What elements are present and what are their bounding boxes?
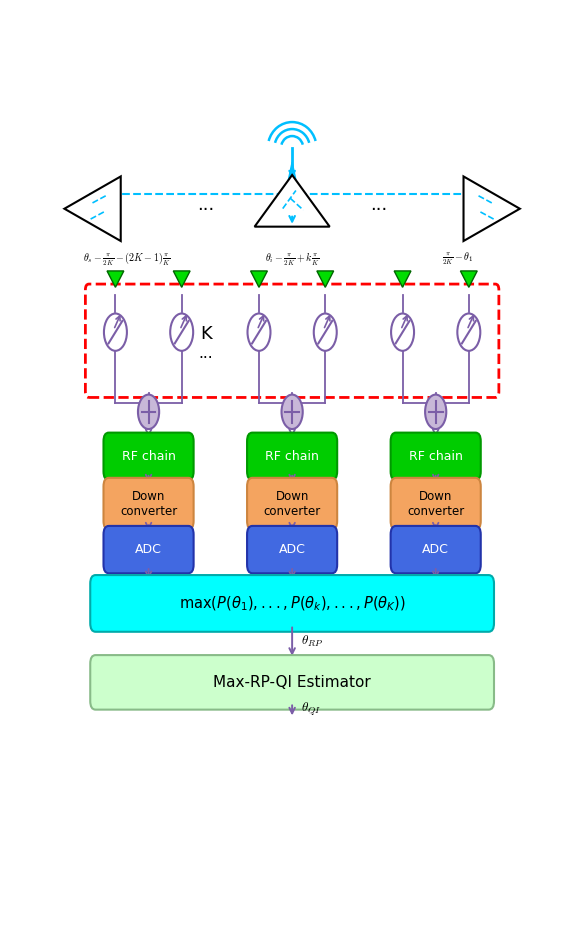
Circle shape bbox=[282, 394, 303, 429]
Text: $\theta_i-\frac{\pi}{2K}+k\frac{\pi}{K}$: $\theta_i-\frac{\pi}{2K}+k\frac{\pi}{K}$ bbox=[265, 250, 319, 267]
Text: $\theta_s-\frac{\pi}{2K}-(2K-1)\frac{\pi}{K}$: $\theta_s-\frac{\pi}{2K}-(2K-1)\frac{\pi… bbox=[83, 250, 170, 267]
Text: RF chain: RF chain bbox=[121, 450, 176, 463]
Text: ADC: ADC bbox=[422, 543, 449, 556]
Polygon shape bbox=[173, 271, 190, 287]
Circle shape bbox=[138, 394, 159, 429]
Text: K: K bbox=[200, 324, 212, 343]
Text: $\mathrm{max}(P(\theta_1),...,P(\theta_k),...,P(\theta_K))$: $\mathrm{max}(P(\theta_1),...,P(\theta_k… bbox=[178, 595, 406, 612]
FancyBboxPatch shape bbox=[247, 478, 337, 529]
Text: Down
converter: Down converter bbox=[120, 489, 177, 517]
Polygon shape bbox=[107, 271, 124, 287]
Circle shape bbox=[314, 313, 337, 350]
FancyBboxPatch shape bbox=[390, 478, 481, 529]
FancyBboxPatch shape bbox=[390, 526, 481, 573]
Text: RF chain: RF chain bbox=[409, 450, 463, 463]
FancyBboxPatch shape bbox=[104, 526, 194, 573]
FancyBboxPatch shape bbox=[90, 655, 494, 709]
Polygon shape bbox=[255, 175, 329, 226]
Circle shape bbox=[104, 313, 127, 350]
FancyBboxPatch shape bbox=[247, 526, 337, 573]
Text: ADC: ADC bbox=[279, 543, 306, 556]
Text: $\theta_{RP}$: $\theta_{RP}$ bbox=[301, 634, 323, 649]
Text: ...: ... bbox=[369, 196, 387, 214]
Text: Max-RP-QI Estimator: Max-RP-QI Estimator bbox=[213, 675, 371, 690]
Polygon shape bbox=[317, 271, 333, 287]
Text: ...: ... bbox=[197, 196, 215, 214]
FancyBboxPatch shape bbox=[90, 575, 494, 632]
Text: ADC: ADC bbox=[135, 543, 162, 556]
FancyBboxPatch shape bbox=[104, 478, 194, 529]
Polygon shape bbox=[287, 162, 298, 187]
Polygon shape bbox=[64, 176, 121, 241]
Circle shape bbox=[457, 313, 481, 350]
Polygon shape bbox=[461, 271, 477, 287]
Polygon shape bbox=[463, 176, 520, 241]
Circle shape bbox=[391, 313, 414, 350]
FancyBboxPatch shape bbox=[104, 432, 194, 480]
Polygon shape bbox=[394, 271, 411, 287]
FancyBboxPatch shape bbox=[247, 432, 337, 480]
FancyBboxPatch shape bbox=[390, 432, 481, 480]
Text: ...: ... bbox=[199, 346, 213, 362]
Text: Down
converter: Down converter bbox=[263, 489, 321, 517]
Polygon shape bbox=[251, 271, 267, 287]
Circle shape bbox=[247, 313, 271, 350]
Circle shape bbox=[170, 313, 193, 350]
Circle shape bbox=[425, 394, 446, 429]
Text: Down
converter: Down converter bbox=[407, 489, 465, 517]
Text: RF chain: RF chain bbox=[265, 450, 319, 463]
Text: $\frac{\pi}{2K}-\theta_1$: $\frac{\pi}{2K}-\theta_1$ bbox=[442, 251, 474, 267]
Text: $\theta_{QI}$: $\theta_{QI}$ bbox=[301, 701, 321, 719]
